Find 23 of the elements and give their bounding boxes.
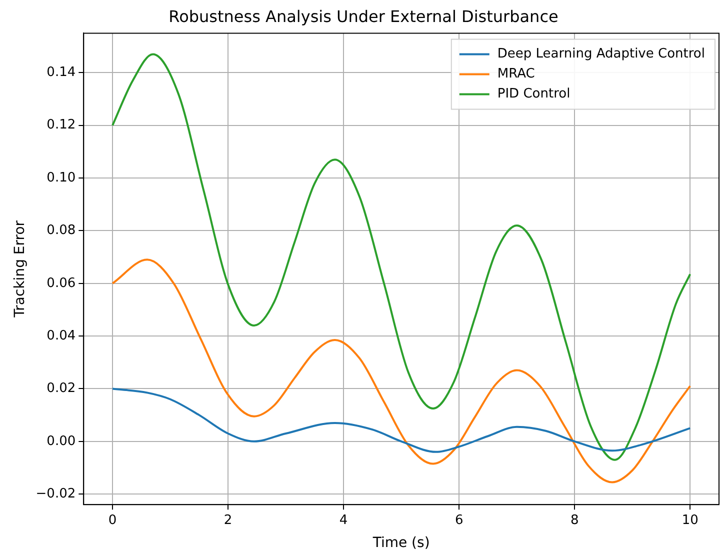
- chart-title: Robustness Analysis Under External Disturbance: [168, 6, 558, 26]
- y-tick-label: −0.02: [36, 486, 76, 502]
- legend-label: PID Control: [497, 86, 570, 102]
- y-tick-label: 0.06: [46, 276, 76, 291]
- line-series: [112, 258, 692, 484]
- y-tick-label: 0.10: [46, 170, 76, 186]
- x-tick-label: 8: [570, 512, 579, 528]
- x-tick-label: 0: [108, 512, 117, 528]
- legend-label: MRAC: [497, 66, 535, 82]
- legend-label: Deep Learning Adaptive Control: [497, 46, 706, 62]
- x-axis-title: Time (s): [372, 535, 430, 552]
- y-tick-label: 0.12: [46, 118, 76, 133]
- y-tick-label: 0.08: [46, 223, 76, 238]
- y-tick-label: 0.00: [46, 434, 76, 449]
- x-tick-label: 10: [682, 512, 698, 528]
- y-axis-title: Tracking Error: [12, 220, 28, 318]
- y-tick-label: 0.02: [46, 381, 76, 396]
- x-tick-label: 4: [339, 512, 348, 528]
- y-tick-label: 0.14: [46, 65, 76, 80]
- y-tick-label: 0.04: [46, 328, 76, 344]
- x-tick-label: 6: [454, 512, 464, 528]
- line-series: [112, 388, 692, 453]
- x-tick-label: 2: [224, 512, 232, 528]
